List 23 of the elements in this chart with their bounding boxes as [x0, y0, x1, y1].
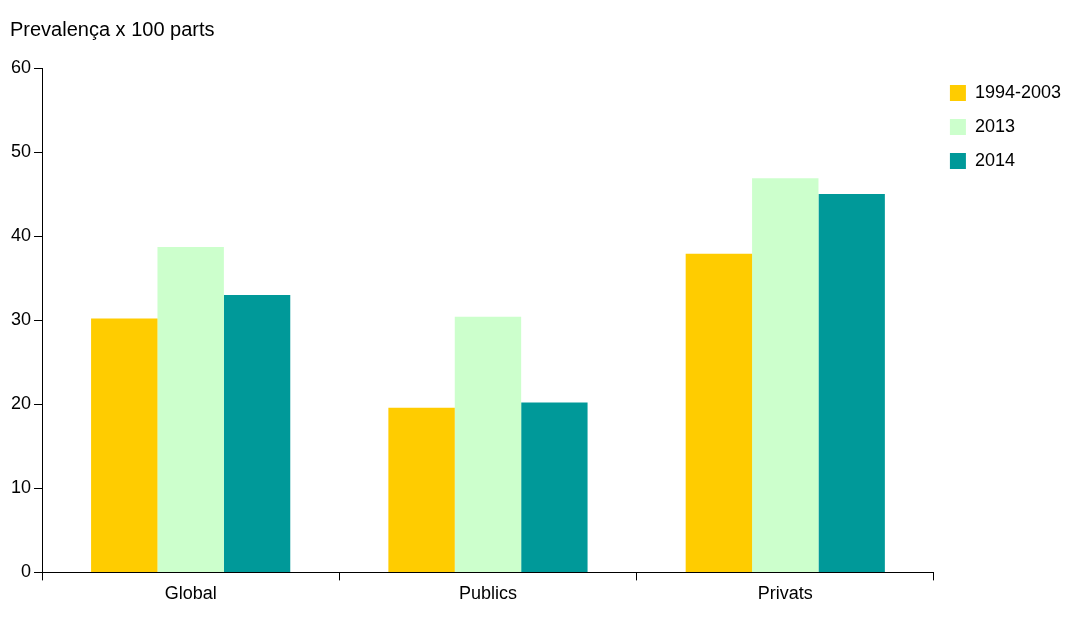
y-tick-label: 50: [10, 141, 32, 162]
y-tick-label: 10: [10, 477, 32, 498]
x-tick-label: Publics: [458, 583, 517, 604]
y-tick-label: 40: [10, 225, 32, 246]
bar: [388, 407, 455, 572]
y-tick-label: 0: [21, 561, 32, 582]
bar: [752, 178, 819, 572]
legend-label: 1994-2003: [974, 81, 1062, 102]
y-tick-label: 20: [10, 393, 32, 414]
x-tick-label: Privats: [757, 583, 813, 604]
bar: [157, 247, 224, 572]
y-tick-label: 30: [10, 309, 32, 330]
legend-label: 2013: [974, 115, 1015, 136]
y-tick-label: 60: [10, 56, 32, 77]
bar: [521, 402, 588, 572]
x-tick-label: Global: [164, 583, 217, 604]
bar: [91, 318, 158, 572]
bar: [223, 294, 291, 572]
bar: [685, 253, 753, 572]
legend-label: 2014: [974, 149, 1015, 170]
y-axis-title: Prevalença x 100 parts: [10, 17, 215, 40]
bar: [818, 194, 885, 572]
bar: [454, 316, 522, 572]
